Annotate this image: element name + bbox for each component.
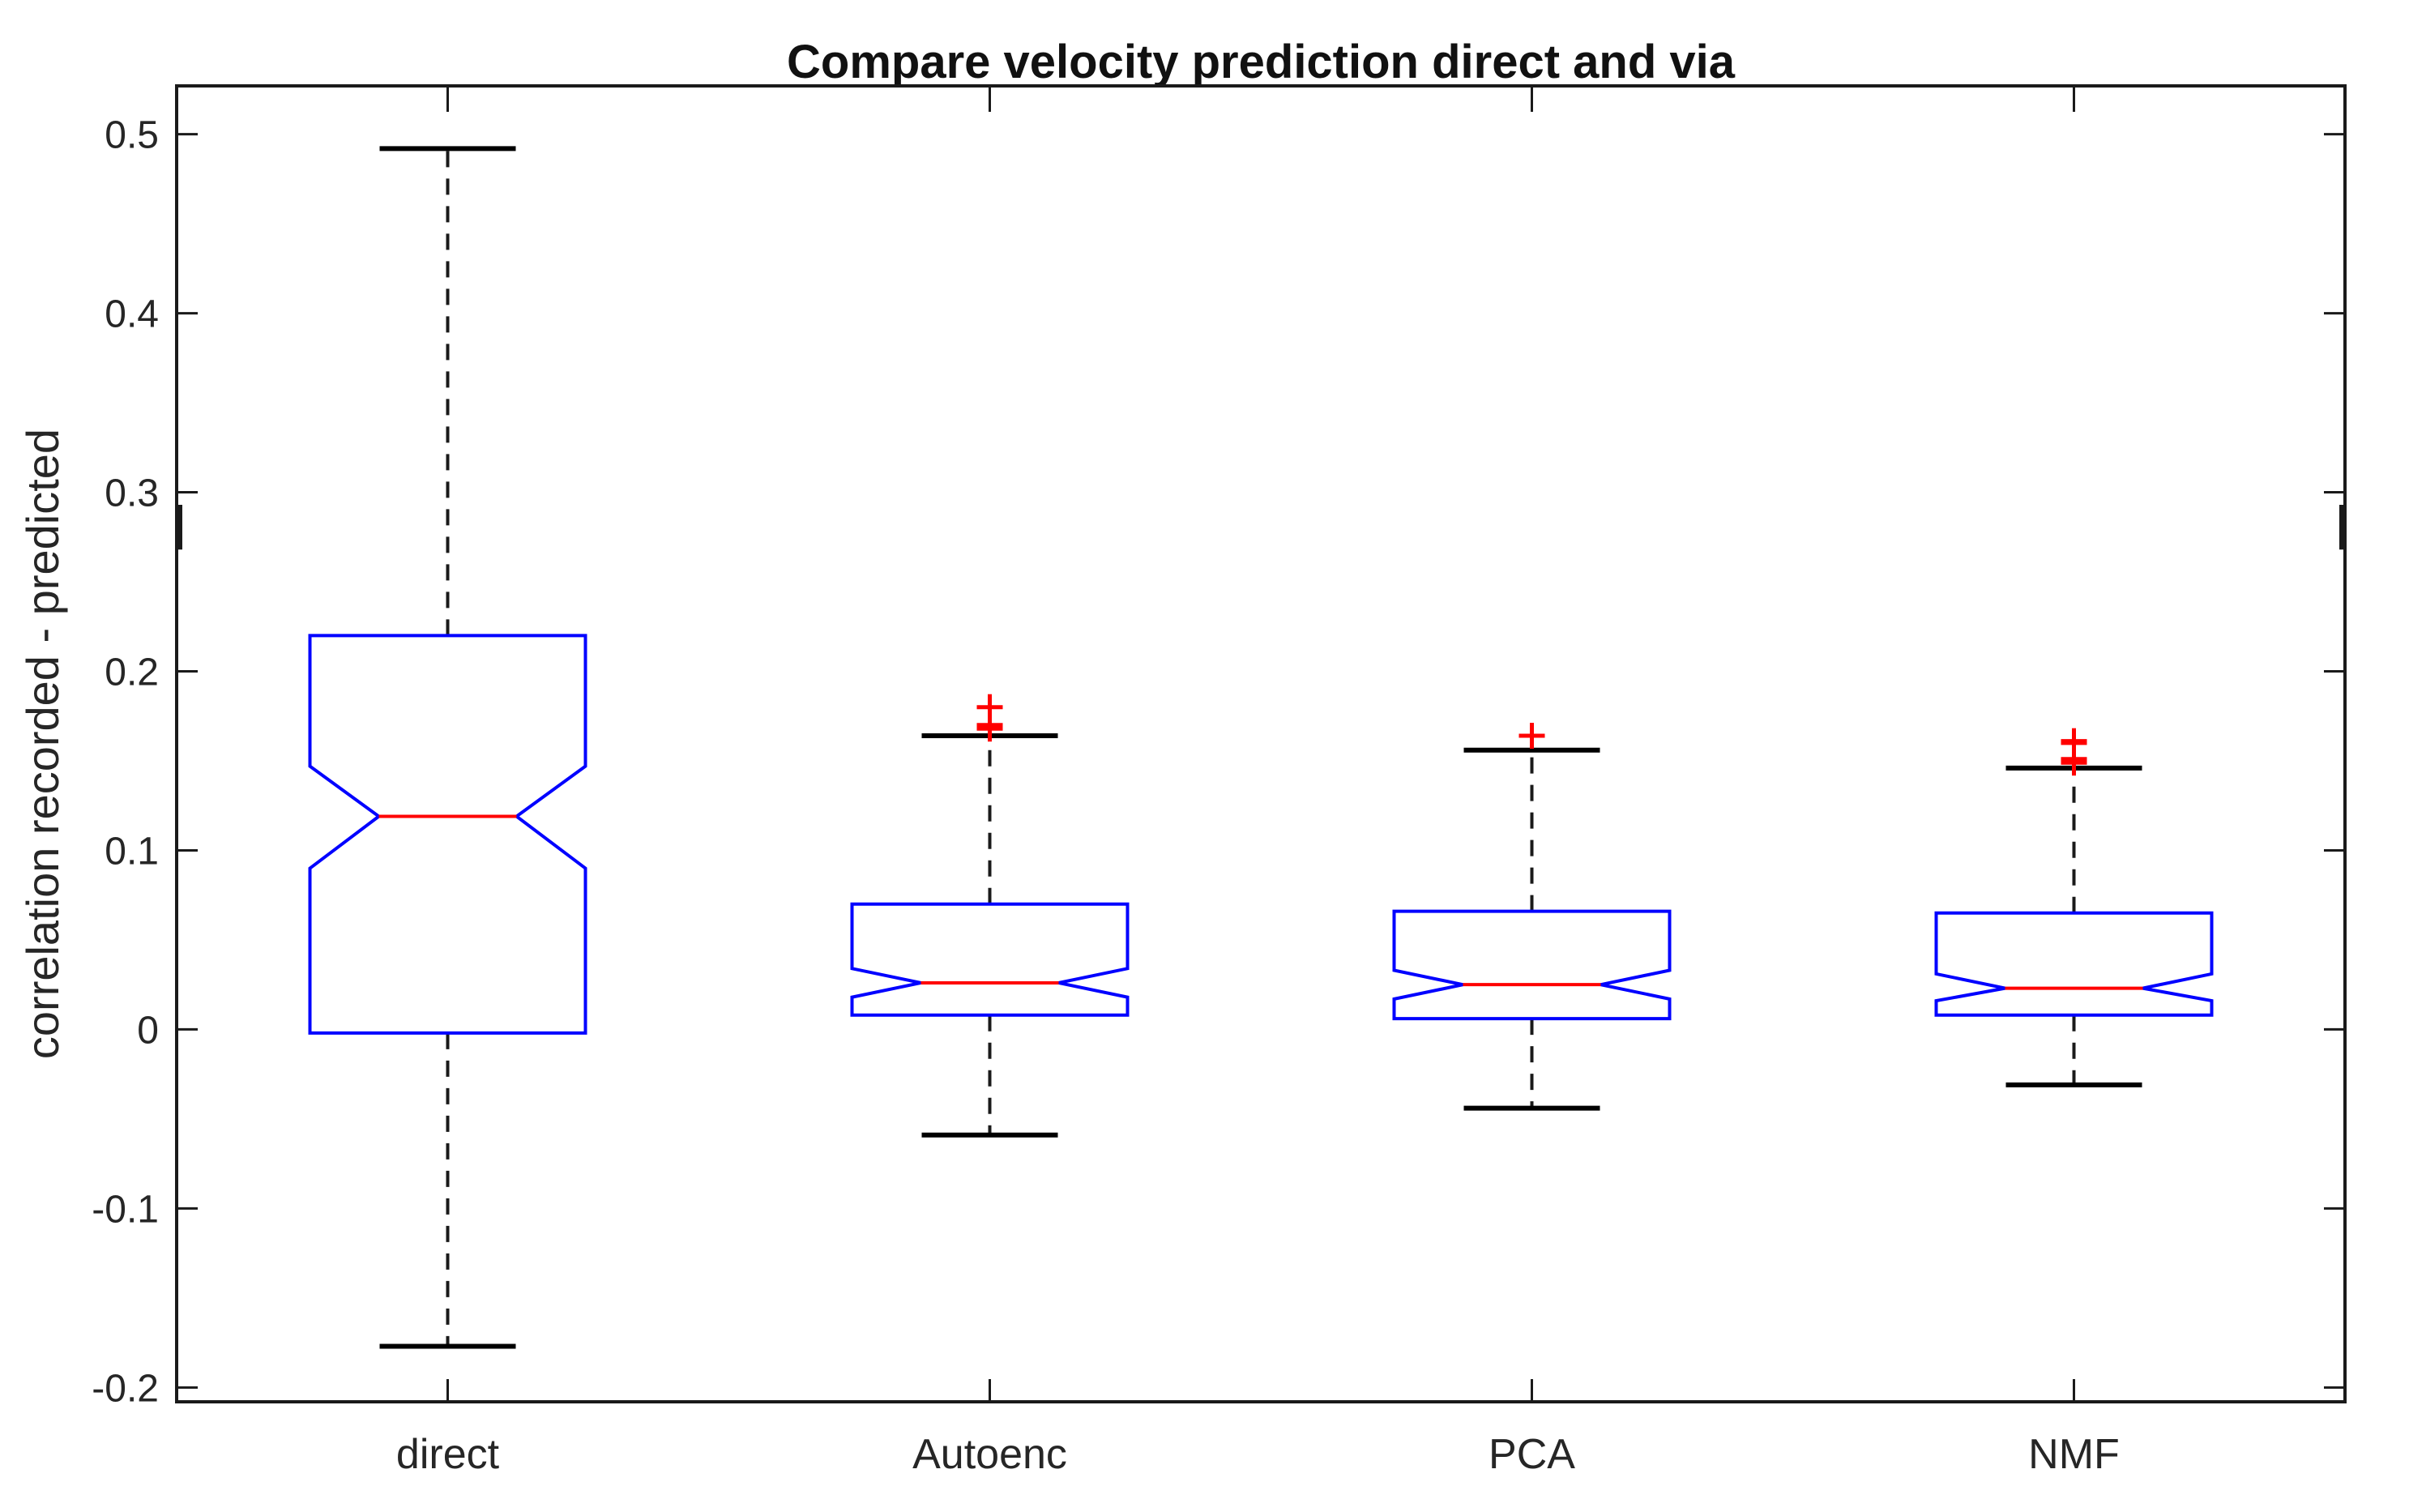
category-label-PCA: PCA [1489,1431,1575,1478]
category-label-direct: direct [396,1431,500,1478]
box-PCA [1392,909,1672,1021]
y-tick-label: -0.2 [92,1367,159,1410]
category-label-Autoenc: Autoenc [912,1431,1067,1478]
box-NMF [1934,911,2214,1017]
plot-area: 0.5 0.4 0.3 0.2 0.1 0 -0.1 -0.2 direct Autoenc PCA… [92,84,2347,1478]
box-Autoenc [850,902,1130,1017]
chart-title: Compare velocity prediction direct and v… [787,36,1736,88]
y-tick-label: 0.5 [105,114,159,157]
y-tick-label: -0.1 [92,1188,159,1231]
y-tick-label: 0.4 [105,293,159,336]
y-axis-label: correlation recorded - predicted [17,429,68,1059]
axes-frame [175,84,2347,1403]
y-tick-label: 0.3 [105,472,159,515]
box-direct [308,634,587,1035]
category-label-NMF: NMF [2028,1431,2120,1478]
y-tick-label: 0.1 [105,830,159,873]
y-tick-label: 0 [137,1009,159,1052]
y-tick-label: 0.2 [105,651,159,694]
